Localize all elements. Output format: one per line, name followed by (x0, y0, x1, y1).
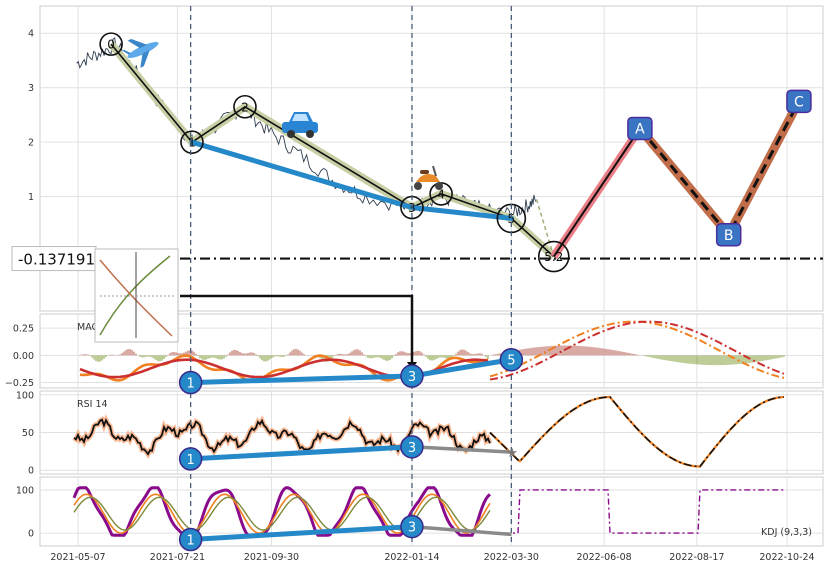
rsi-star-icon: ★ (506, 446, 518, 461)
wave-point-label: 0 (107, 38, 115, 52)
airplane-wing-bottom (140, 50, 150, 68)
marker-label: 3 (408, 441, 416, 456)
projection-label: B (724, 228, 734, 244)
kdj-j-line (72, 486, 492, 537)
rsi-line (73, 418, 491, 456)
marker-label: 3 (408, 370, 416, 385)
thumbnail-curve (99, 255, 171, 336)
airplane-wing-top (127, 38, 148, 49)
y-tick-label: 100 (16, 390, 34, 401)
wave-point-label: 5.2 (544, 250, 563, 264)
scooter-icon (414, 165, 443, 190)
x-tick-label: 2021-07-21 (150, 552, 205, 563)
marker-label: 1 (187, 534, 195, 549)
marker-bubble (178, 527, 203, 552)
airplane-body (127, 41, 159, 59)
wave-point-label: 2 (241, 100, 249, 114)
marker-bubble (178, 447, 203, 471)
y-tick-label: 50 (22, 428, 34, 439)
airplane-icon (122, 38, 159, 68)
marker-bubble (400, 364, 424, 388)
wave-point-circle (233, 94, 257, 119)
car-wheel (287, 130, 295, 138)
signal-projection (489, 320, 785, 381)
projection-label: C (794, 94, 804, 110)
hline-label-box (11, 246, 97, 272)
x-tick-label: 2022-10-24 (759, 552, 814, 563)
wave-point-circle (537, 240, 570, 273)
car-wheel (306, 130, 314, 138)
connector-line (180, 294, 414, 366)
projection-box (715, 223, 742, 247)
projection-label: A (635, 122, 645, 138)
marker-bubble (178, 370, 203, 395)
marker-label: 1 (187, 453, 195, 468)
scooter-stem (432, 165, 437, 177)
macd-projection (489, 320, 785, 379)
y-tick-label: 0.00 (13, 351, 34, 362)
marker-bubble (400, 435, 424, 459)
kdj-panel: 100 0 KDJ (9,3,3) (16, 485, 812, 539)
marker-label: 1 (187, 377, 195, 392)
overlay-layer: 1 3 5 ★ 1 3 1 3 (94, 6, 524, 552)
projection-up-core (552, 127, 641, 258)
marker-label: 3 (408, 521, 416, 536)
y-tick-label: 0 (28, 529, 34, 540)
hline-label: -0.137191 (18, 251, 95, 269)
rsi-trend-line (190, 444, 413, 462)
x-tick-label: 2021-05-07 (50, 552, 105, 563)
kdj-trend-line (190, 524, 413, 542)
y-tick-label: 0.25 (13, 324, 34, 335)
y-tick-label: 1 (28, 192, 34, 203)
kdj-label: KDJ (9,3,3) (761, 527, 812, 538)
rsi-gray-line (411, 445, 512, 454)
kdj-d-line (73, 496, 491, 531)
x-tick-label: 2022-06-08 (577, 552, 632, 563)
y-tick-label: 2 (28, 138, 34, 149)
marker-label: 5 (507, 354, 515, 369)
scooter-wheel (414, 182, 422, 190)
y-tick-label: 100 (16, 485, 34, 496)
x-tick-label: 2021-09-30 (244, 552, 299, 563)
kdj-gray-line (411, 524, 512, 537)
y-tick-label: 3 (28, 83, 34, 94)
thumbnail-curve (99, 259, 173, 337)
car-window (292, 114, 309, 121)
y-tick-label: −0.25 (5, 378, 34, 389)
car-icon (282, 112, 318, 138)
x-axis: 2021-05-07 2021-07-21 2021-09-30 2022-01-14… (50, 552, 814, 563)
wave-extension (535, 199, 555, 257)
rsi-label: RSI 14 (77, 399, 108, 410)
x-tick-label: 2022-01-14 (384, 552, 439, 563)
x-tick-label: 2022-03-30 (484, 552, 539, 563)
wave-point-circle (99, 32, 123, 56)
marker-bubble (400, 514, 424, 539)
x-tick-label: 2022-08-17 (669, 552, 724, 563)
wave-point-label: 1 (188, 136, 196, 150)
y-tick-label: 4 (28, 29, 34, 40)
y-tick-label: 0 (28, 466, 34, 477)
rsi-panel: 100 50 0 RSI 14 (16, 390, 785, 477)
wave-point-circle (180, 130, 204, 154)
airplane-tail (122, 49, 132, 55)
projection-box (627, 116, 653, 141)
projection-box (786, 89, 812, 114)
scooter-body (416, 174, 440, 182)
kdj-projection (490, 489, 784, 534)
wave-point-label: 5 (508, 212, 516, 226)
rsi-projection (489, 396, 785, 468)
scooter-wheel (435, 182, 443, 190)
kdj-k-line (73, 493, 491, 534)
thumbnail-image (94, 248, 179, 343)
scooter-seat (420, 170, 429, 174)
marker-bubble (499, 347, 524, 372)
wave-point-label: 4 (437, 187, 445, 201)
